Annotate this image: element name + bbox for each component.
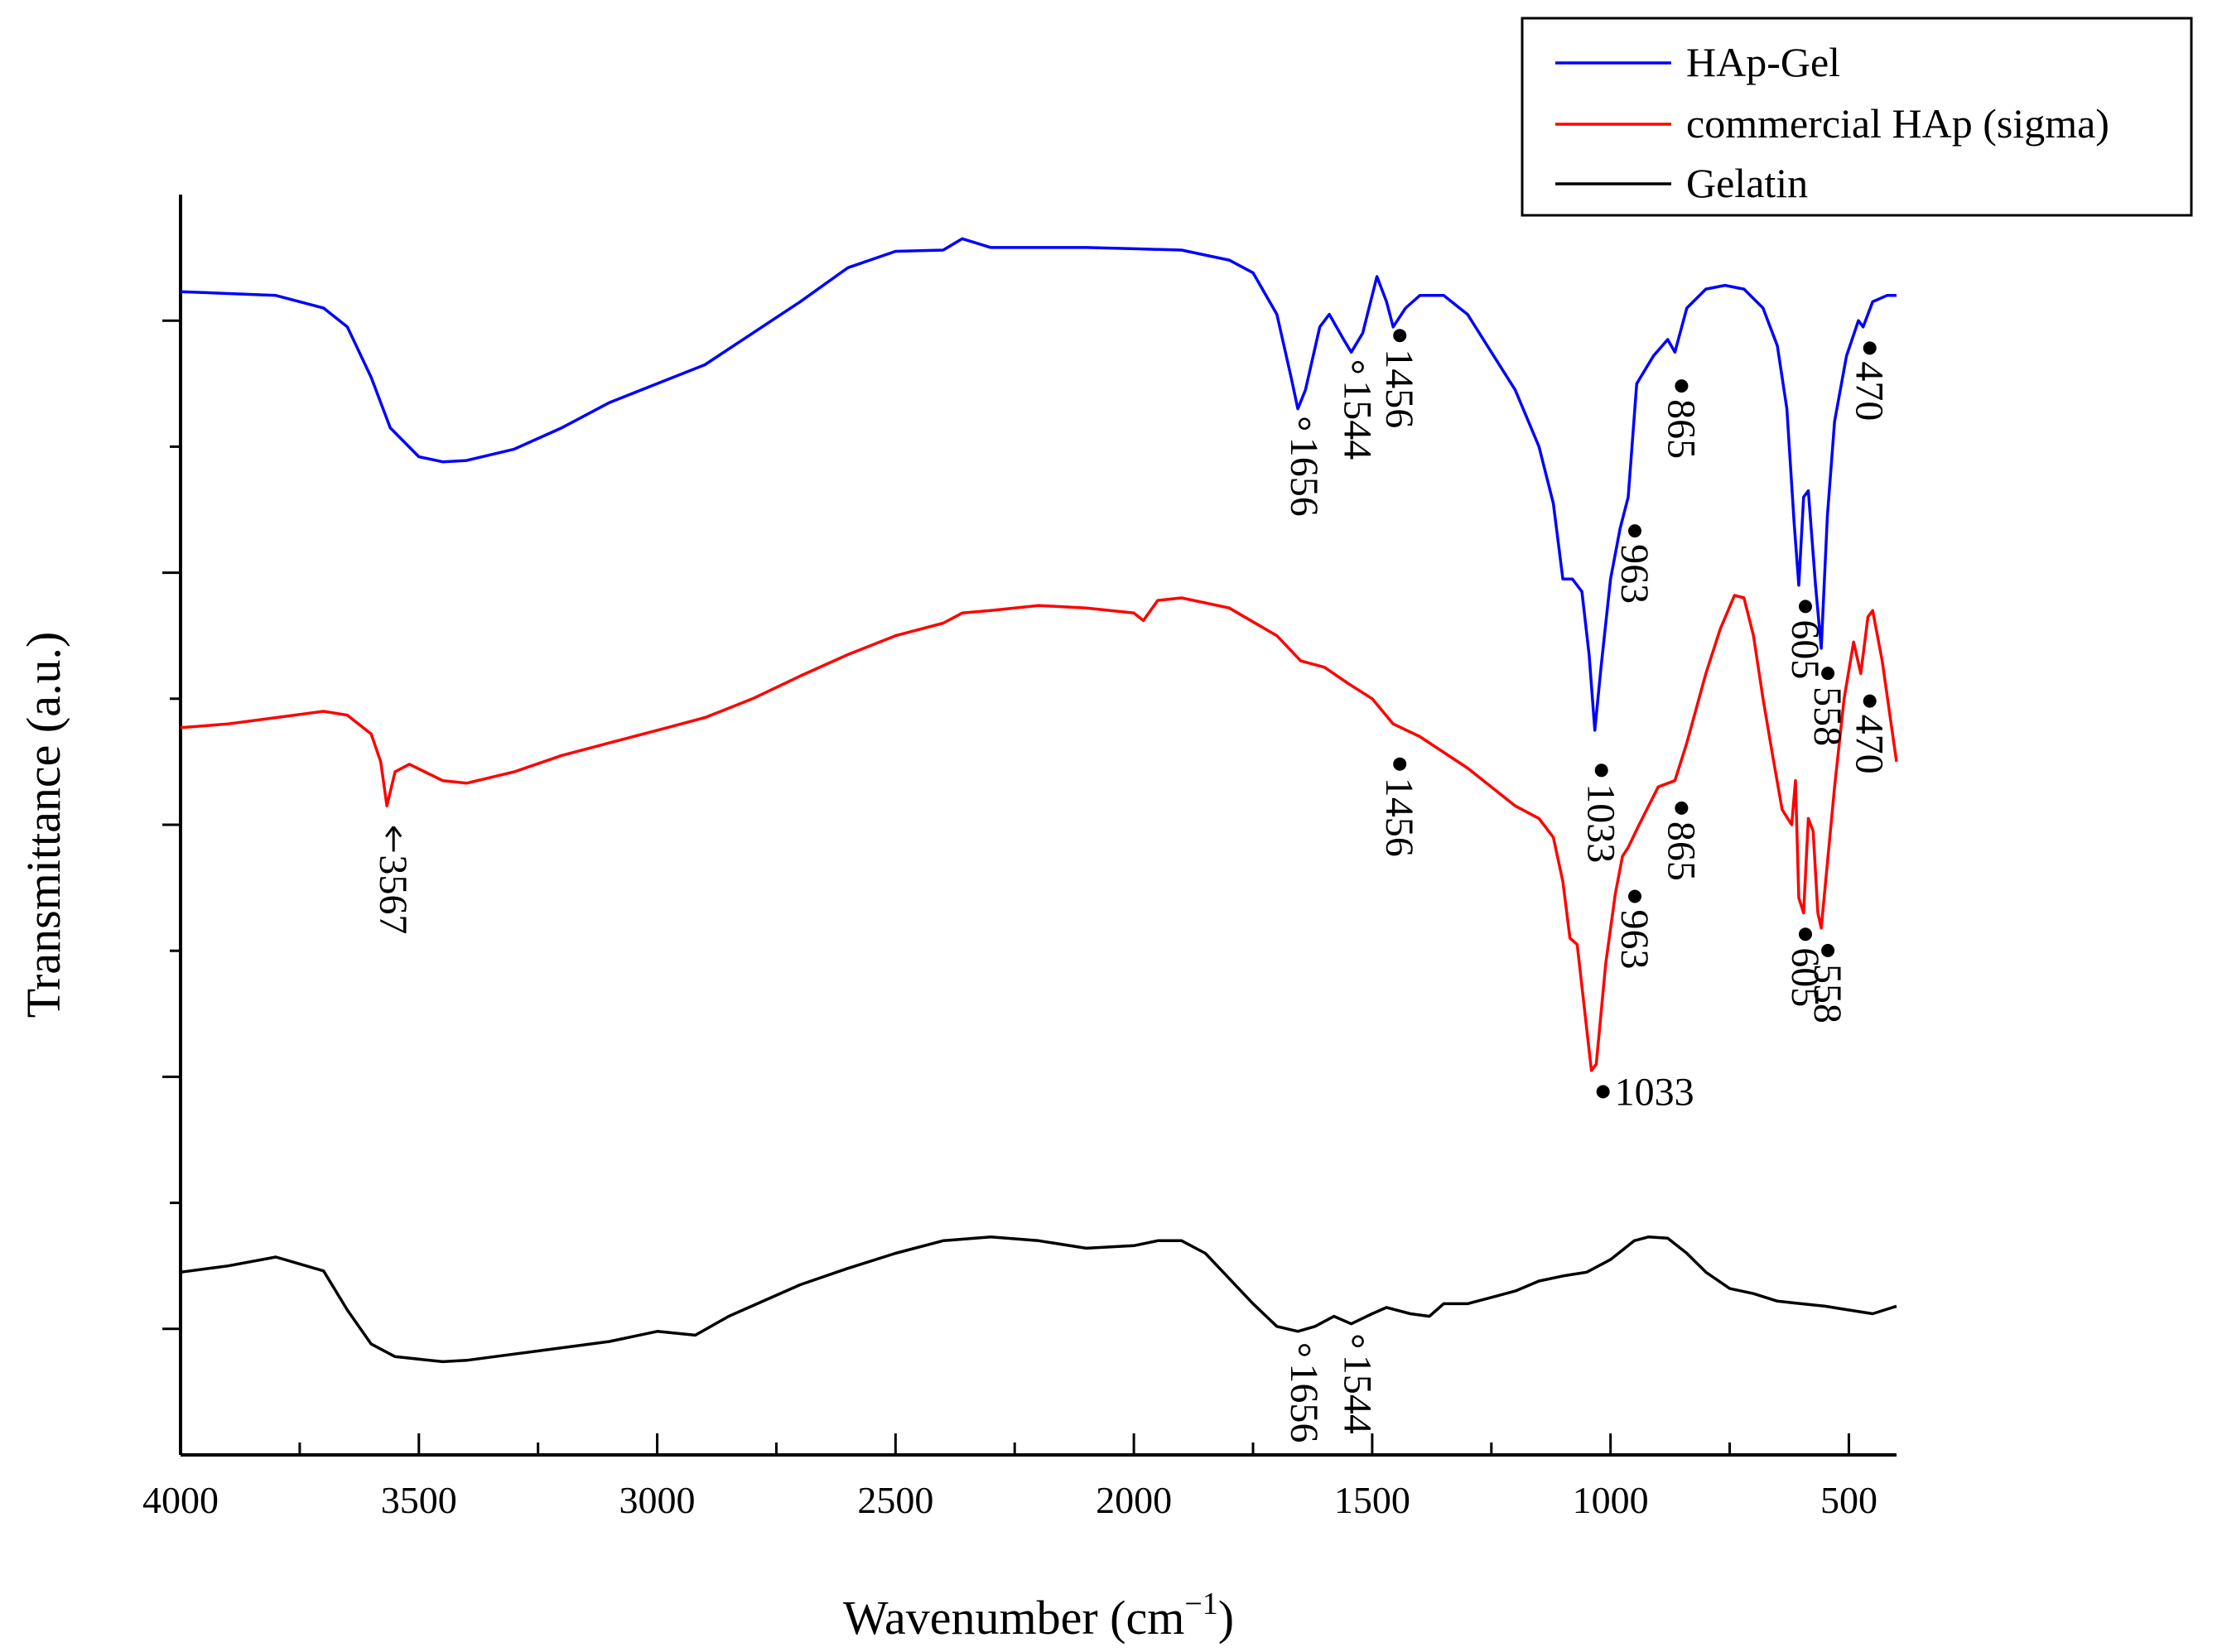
peak-label-group: 963 — [1612, 889, 1656, 970]
peak-marker — [1596, 1085, 1610, 1099]
series-line-commercial-hap-sigma — [180, 594, 1898, 1072]
peak-annotation: 558 — [1805, 667, 1849, 746]
peak-label: 963 — [1612, 544, 1656, 604]
peak-marker — [1821, 943, 1835, 957]
peak-annotation: 1656 — [1282, 417, 1326, 517]
peak-marker — [1352, 1335, 1364, 1348]
peak-label-group: 605 — [1783, 927, 1827, 1007]
peak-annotation: 1456 — [1377, 329, 1421, 428]
peak-annotation: 865 — [1659, 379, 1703, 459]
peak-label: 1456 — [1377, 778, 1421, 857]
legend-label-commercial-hap: commercial HAp (sigma) — [1686, 100, 2109, 147]
peak-label: 865 — [1659, 821, 1703, 881]
x-axis-tick-labels: 4000 3500 3000 2500 2000 1500 1000 500 — [142, 1479, 1877, 1521]
peak-marker — [1821, 667, 1835, 681]
peak-marker — [1863, 341, 1877, 355]
peak-annotation: 1656 — [1282, 1344, 1326, 1442]
peak-annotation: 470 — [1848, 694, 1892, 774]
peak-label-group: 1033 — [1579, 763, 1623, 863]
x-axis-ticks — [179, 1433, 1850, 1455]
peak-marker — [1393, 757, 1407, 771]
peak-label: 1033 — [1615, 1070, 1694, 1114]
peak-label: 1033 — [1579, 783, 1623, 863]
peak-label: 605 — [1783, 947, 1827, 1007]
peak-label-group: 3567 — [371, 826, 415, 934]
peak-label-group: 558 — [1805, 943, 1849, 1023]
peak-label: 1656 — [1282, 1363, 1326, 1442]
peak-annotation: 605 — [1783, 927, 1827, 1007]
peak-label: 1456 — [1377, 349, 1421, 428]
peak-marker — [1393, 329, 1407, 343]
peak-label-group: 1656 — [1282, 1344, 1326, 1442]
peak-label: 1544 — [1336, 1355, 1380, 1434]
peak-marker — [1298, 1344, 1311, 1356]
peak-annotation: 1033 — [1579, 763, 1623, 863]
x-axis-title: Wavenumber (cm−1) — [843, 1587, 1234, 1645]
peak-marker — [1863, 694, 1877, 708]
peak-label: 605 — [1783, 619, 1827, 679]
peak-label: 470 — [1848, 361, 1892, 421]
peak-label: 1544 — [1336, 380, 1380, 460]
peak-annotation: 1544 — [1336, 361, 1380, 460]
peak-label-group: 558 — [1805, 667, 1849, 746]
x-tick-label: 4000 — [142, 1479, 219, 1521]
peak-marker — [1799, 600, 1812, 614]
peak-annotation: 3567 — [371, 826, 415, 934]
x-tick-label: 500 — [1820, 1479, 1877, 1521]
peak-marker — [1675, 379, 1689, 393]
peak-label-group: 865 — [1659, 801, 1703, 881]
legend-label-hap-gel: HAp-Gel — [1686, 39, 1840, 85]
peak-label-group: 963 — [1612, 524, 1656, 604]
peak-marker — [1628, 524, 1641, 538]
peak-label: 865 — [1659, 399, 1703, 459]
peak-annotation: 1456 — [1377, 757, 1421, 857]
peak-annotation: 470 — [1848, 341, 1892, 421]
peak-annotation: 963 — [1612, 889, 1656, 970]
x-tick-label: 2000 — [1096, 1479, 1172, 1521]
peak-marker — [1628, 889, 1641, 903]
y-axis-ticks — [162, 319, 181, 1331]
peak-label-group: 1544 — [1336, 361, 1380, 460]
x-axis-title-superscript: −1 — [1184, 1587, 1217, 1621]
peak-label-group: 605 — [1783, 600, 1827, 679]
peak-annotation: 1544 — [1336, 1335, 1380, 1434]
peak-annotation: 605 — [1783, 600, 1827, 679]
peak-annotation: 1033 — [1596, 1070, 1694, 1114]
peak-label-group: 865 — [1659, 379, 1703, 459]
peak-label: 963 — [1612, 910, 1656, 970]
peak-marker — [1298, 417, 1311, 430]
peak-annotation: 865 — [1659, 801, 1703, 881]
peak-label-group: 470 — [1848, 341, 1892, 421]
peak-label-group: 1456 — [1377, 757, 1421, 857]
peak-label: 3567 — [371, 855, 415, 934]
peak-arrow — [385, 826, 402, 852]
y-axis-title: Transmittance (a.u.) — [17, 632, 70, 1019]
peak-label: 470 — [1848, 715, 1892, 774]
peak-annotation: 963 — [1612, 524, 1656, 604]
peak-label: 558 — [1805, 686, 1849, 746]
series-lines — [180, 237, 1898, 1364]
peak-marker — [1799, 927, 1812, 942]
peak-label-group: 1544 — [1336, 1335, 1380, 1434]
peak-label: 1656 — [1282, 437, 1326, 517]
peak-annotation: 558 — [1805, 943, 1849, 1023]
legend-label-gelatin: Gelatin — [1686, 160, 1808, 206]
peak-label: 558 — [1805, 964, 1849, 1023]
peak-label-group: 470 — [1848, 694, 1892, 774]
peak-label-group: 1456 — [1377, 329, 1421, 428]
peak-marker — [1594, 763, 1608, 778]
x-tick-label: 1000 — [1573, 1479, 1649, 1521]
x-tick-label: 2500 — [857, 1479, 933, 1521]
x-tick-label: 1500 — [1334, 1479, 1410, 1521]
series-line-gelatin — [180, 1235, 1897, 1364]
series-line-hap-gel — [180, 237, 1897, 732]
x-tick-label: 3000 — [619, 1479, 696, 1521]
peak-annotations: 1656154414561033963865605558470356714561… — [371, 329, 1892, 1442]
peak-marker — [1675, 801, 1689, 815]
peak-marker — [1352, 361, 1364, 373]
peak-label-group: 1656 — [1282, 417, 1326, 517]
x-tick-label: 3500 — [381, 1479, 457, 1521]
legend: HAp-Gel commercial HAp (sigma) Gelatin — [1521, 17, 2193, 217]
